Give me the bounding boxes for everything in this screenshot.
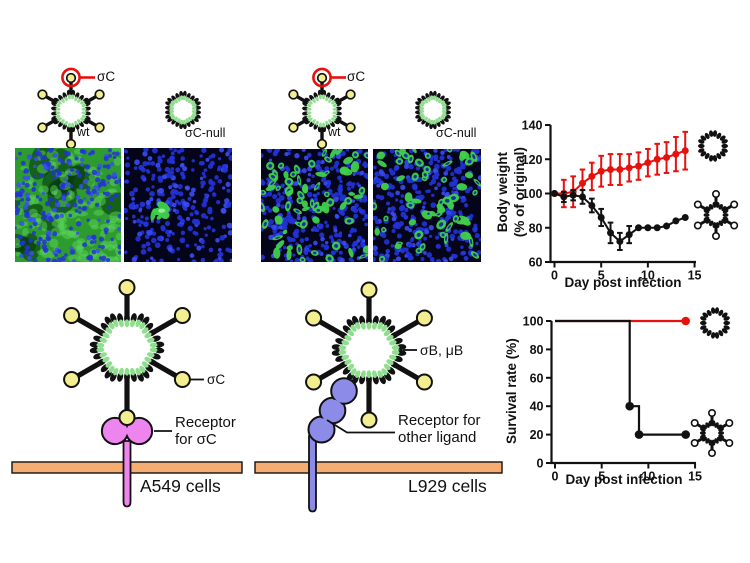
- tick-label: 60: [529, 256, 543, 270]
- micrograph-l929-wt: [261, 149, 368, 262]
- a549-null-label: σC-null: [185, 126, 226, 140]
- l929-null-label: σC-null: [436, 126, 477, 140]
- tick-label: 20: [530, 428, 544, 442]
- l929-wt-label: wt: [328, 125, 341, 139]
- virus-diagram-a549: [63, 279, 191, 426]
- micrograph-a549-null: [124, 148, 232, 262]
- survival-ylabel: Survival rate (%): [503, 338, 519, 444]
- legend-icon-null-survival: [699, 307, 730, 339]
- tick-label: 100: [522, 187, 543, 201]
- bodyweight-ylabel-line1: Body weight: [494, 151, 510, 233]
- receptor-for-other-ligand: [307, 377, 358, 513]
- series-wt: [555, 319, 691, 439]
- tick-label: 140: [522, 119, 543, 133]
- tick-label: 10: [641, 269, 655, 283]
- tick-label: 0: [552, 470, 559, 484]
- l929-capsid-label: σB, μB: [420, 342, 464, 358]
- tick-label: 80: [529, 221, 543, 235]
- chart-body-weight: 60 80 100 120 140 0 5 10 15: [522, 119, 739, 283]
- tick-label: 15: [688, 269, 702, 283]
- micrograph-a549-wt: [15, 148, 121, 262]
- a549-spike-sigmaC-label: σC: [207, 372, 226, 387]
- a549-pointer-lines: [154, 378, 204, 432]
- tick-label: 100: [523, 315, 544, 329]
- a549-wt-sigmaC-label: σC: [97, 69, 116, 84]
- virus-null-schematic-a549: [165, 90, 201, 130]
- sigmaC-callout-a549: [61, 67, 95, 88]
- cell-membranes: [11, 461, 503, 474]
- l929-receptor-label-2: other ligand: [398, 429, 477, 446]
- tick-label: 80: [530, 343, 544, 357]
- sigmaC-callout-l929: [312, 67, 346, 88]
- tick-label: 40: [530, 400, 544, 414]
- tick-label: 5: [598, 269, 605, 283]
- tick-label: 5: [598, 470, 605, 484]
- tick-label: 120: [522, 153, 543, 167]
- legend-icon-wt-survival: [690, 408, 734, 457]
- series-wt: [551, 189, 689, 252]
- tick-label: 10: [641, 470, 655, 484]
- chart-survival: 0 20 40 60 80 100 0 5 10 15: [523, 307, 734, 484]
- tick-label: 0: [551, 269, 558, 283]
- bodyweight-ylabel-line2: (% of original): [511, 147, 527, 238]
- virus-wt-schematic-l929: [288, 72, 356, 150]
- a549-receptor-label-1: Receptor: [175, 414, 236, 431]
- virus-diagram-l929: [305, 281, 433, 429]
- a549-receptor-label-2: for σC: [175, 431, 217, 448]
- l929-pointer-lines: [326, 349, 417, 434]
- survival-xlabel: Day post infection: [565, 472, 683, 487]
- bodyweight-xlabel: Day post infection: [564, 275, 682, 290]
- virus-null-schematic-l929: [415, 90, 451, 130]
- tick-label: 60: [530, 371, 544, 385]
- l929-cells-label: L929 cells: [408, 476, 487, 496]
- a549-wt-label: wt: [77, 125, 90, 139]
- tick-label: 0: [537, 457, 544, 471]
- receptor-for-sigmaC: [100, 409, 154, 508]
- l929-wt-sigmaC-label: σC: [347, 69, 366, 84]
- legend-icon-null-bodyweight: [697, 130, 728, 162]
- micrograph-l929-null: [373, 149, 481, 262]
- tick-label: 15: [688, 470, 702, 484]
- a549-cells-label: A549 cells: [140, 476, 221, 496]
- virus-wt-schematic-a549: [37, 72, 105, 150]
- l929-receptor-label-1: Receptor for: [398, 412, 481, 429]
- legend-icon-wt-bodyweight: [693, 190, 739, 241]
